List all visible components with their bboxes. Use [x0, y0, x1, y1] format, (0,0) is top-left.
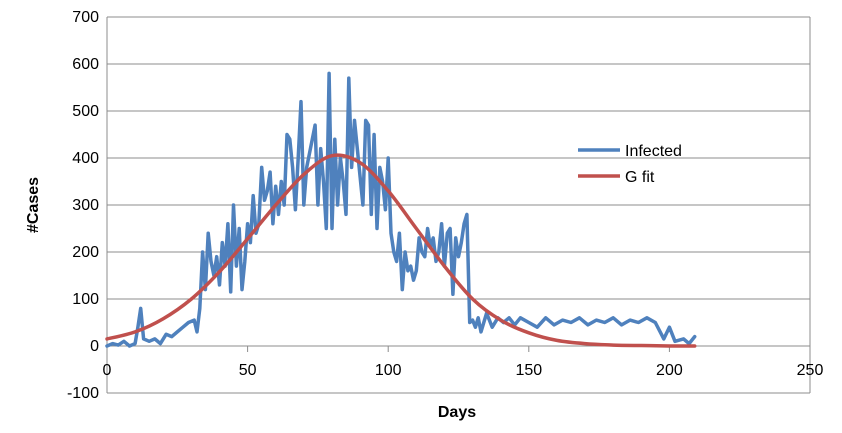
x-tick-label: 150: [515, 362, 542, 379]
legend-label: G fit: [625, 169, 655, 186]
y-tick-label: 500: [72, 103, 99, 120]
y-tick-label: 300: [72, 197, 99, 214]
gridlines: [107, 16, 810, 394]
legend-label: Infected: [625, 143, 682, 160]
x-tick-label: 250: [797, 362, 824, 379]
x-tick-label: 100: [375, 362, 402, 379]
series-line-g-fit: [105, 153, 697, 348]
y-axis-title: #Cases: [25, 177, 42, 233]
y-tick-label: -100: [67, 385, 99, 402]
x-tick-label: 50: [239, 362, 257, 379]
y-tick-label: 400: [72, 150, 99, 167]
y-tick-label: 0: [90, 338, 99, 355]
y-tick-label: 700: [72, 9, 99, 26]
legend: Infected G fit: [578, 143, 682, 186]
series-layer: [105, 71, 697, 348]
y-tick-label: 600: [72, 56, 99, 73]
y-tick-label: 100: [72, 291, 99, 308]
y-tick-label: 200: [72, 244, 99, 261]
x-tick-label: 0: [103, 362, 112, 379]
x-tick-label: 200: [656, 362, 683, 379]
x-axis-title: Days: [438, 404, 476, 421]
